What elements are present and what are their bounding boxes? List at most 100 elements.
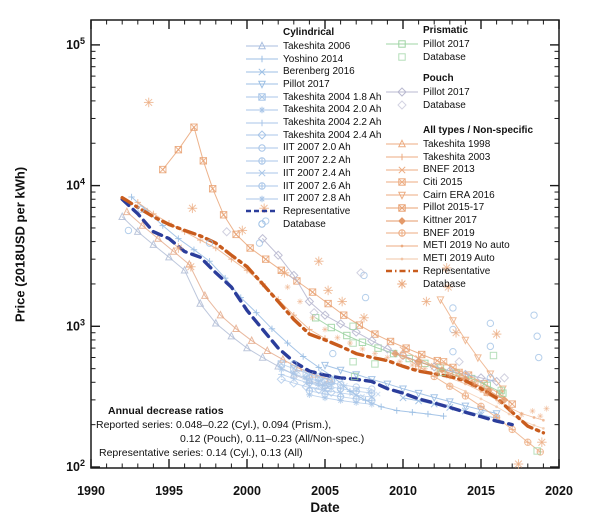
legend-item-takeshita-1998: Takeshita 1998 bbox=[383, 138, 490, 151]
legend-marker-triangle bbox=[386, 139, 418, 148]
legend-item-label: Takeshita 2004 2.4 Ah bbox=[283, 129, 382, 141]
legend-marker-diamond bbox=[386, 87, 418, 98]
x-tick-2000: 2000 bbox=[233, 484, 261, 498]
legend-item-takeshita-2004-2-2-ah: Takeshita 2004 2.2 Ah bbox=[243, 116, 381, 129]
legend-marker-x bbox=[246, 68, 278, 76]
x-tick-2005: 2005 bbox=[311, 484, 339, 498]
series-representative-all- bbox=[120, 196, 546, 435]
legend-marker-square bbox=[386, 40, 418, 49]
legend-item-label: IIT 2007 2.6 Ah bbox=[283, 180, 351, 192]
legend-item-label: Representative bbox=[423, 265, 491, 277]
series-database-pouch- bbox=[222, 227, 510, 383]
legend-group-all-types-non-specific: All types / Non-specific bbox=[423, 125, 534, 136]
legend-marker-dot bbox=[386, 257, 418, 261]
legend-item-bnef-2013: BNEF 2013 bbox=[383, 163, 475, 176]
legend-item-label: BNEF 2013 bbox=[423, 164, 475, 176]
legend-marker-nabla bbox=[386, 191, 418, 200]
legend-item-label: Pillot 2017 bbox=[283, 78, 330, 90]
legend-item-label: Takeshita 2004 2.0 Ah bbox=[283, 104, 382, 116]
legend-marker-diamond-fill bbox=[386, 216, 418, 225]
legend-item-label: Database bbox=[423, 278, 466, 290]
series-kittner-2017 bbox=[391, 349, 509, 404]
x-axis-label: Date bbox=[310, 500, 340, 515]
legend-item-database: Database bbox=[383, 51, 466, 64]
legend-item-label: IIT 2007 2.4 Ah bbox=[283, 167, 351, 179]
legend-marker-diamond bbox=[246, 130, 278, 140]
legend-item-label: Berenberg 2016 bbox=[283, 66, 355, 78]
legend-item-takeshita-2006: Takeshita 2006 bbox=[243, 40, 350, 53]
legend-item-iit-2007-2-2-ah: IIT 2007 2.2 Ah bbox=[243, 154, 351, 167]
legend-marker-x bbox=[386, 166, 418, 174]
legend-marker-square-x bbox=[386, 204, 418, 212]
legend-item-label: Database bbox=[423, 99, 466, 111]
legend-item-bnef-2019: BNEF 2019 bbox=[383, 227, 475, 240]
legend-item-label: Citi 2015 bbox=[423, 176, 463, 188]
legend-item-label: Database bbox=[423, 51, 466, 63]
legend-marker-triangle bbox=[246, 41, 278, 50]
legend-item-meti-2019-no-auto: METI 2019 No auto bbox=[383, 240, 510, 253]
legend-item-takeshita-2004-1-8-ah: Takeshita 2004 1.8 Ah bbox=[243, 91, 381, 104]
x-tick-2010: 2010 bbox=[389, 484, 417, 498]
y-tick-1e4: 104 bbox=[66, 177, 85, 193]
legend-item-label: Takeshita 2004 2.2 Ah bbox=[283, 117, 382, 129]
legend-item-iit-2007-2-4-ah: IIT 2007 2.4 Ah bbox=[243, 167, 351, 180]
legend-item-label: Takeshita 2006 bbox=[283, 40, 351, 52]
legend-item-pillot-2017: Pillot 2017 bbox=[383, 86, 470, 99]
legend-item-pillot-2015-17: Pillot 2015-17 bbox=[383, 202, 484, 215]
legend-item-label: Takeshita 1998 bbox=[423, 138, 491, 150]
legend-marker-x bbox=[246, 169, 278, 177]
y-axis-label: Price (2018USD per kWh) bbox=[12, 166, 28, 323]
legend-item-label: Cairn ERA 2016 bbox=[423, 189, 495, 201]
legend-item-meti-2019-auto: METI 2019 Auto bbox=[383, 252, 495, 265]
legend-item-representative: Representative bbox=[243, 205, 350, 218]
legend-marker-square bbox=[398, 53, 406, 61]
legend-marker-plus bbox=[386, 153, 418, 161]
legend-marker-star bbox=[397, 279, 407, 289]
legend-marker-dot bbox=[386, 244, 418, 248]
series-all-reported-cloud bbox=[284, 284, 550, 420]
series-iit-2007-2-8-ah bbox=[306, 391, 375, 408]
series-database-prismatic- bbox=[349, 322, 541, 455]
legend-item-label: Pillot 2017 bbox=[423, 38, 470, 50]
x-tick-1990: 1990 bbox=[77, 484, 105, 498]
legend-marker-asterisk bbox=[246, 106, 278, 114]
legend-marker-circle bbox=[246, 144, 278, 152]
legend-item-label: Takeshita 2004 1.8 Ah bbox=[283, 91, 382, 103]
legend-group-prismatic: Prismatic bbox=[423, 25, 469, 36]
legend-item-database: Database bbox=[383, 278, 466, 291]
annotation-reported-line2: 0.12 (Pouch), 0.11–0.23 (All/Non-spec.) bbox=[180, 433, 365, 445]
legend-item-iit-2007-2-8-ah: IIT 2007 2.8 Ah bbox=[243, 192, 351, 205]
legend-marker-diamond bbox=[397, 100, 407, 110]
legend-item-cairn-era-2016: Cairn ERA 2016 bbox=[383, 189, 495, 202]
legend-item-label: Pillot 2015-17 bbox=[423, 202, 485, 214]
legend-marker-circle-plus bbox=[386, 229, 418, 237]
legend-item-yoshino-2014: Yoshino 2014 bbox=[243, 53, 343, 66]
legend-item-representative: Representative bbox=[383, 265, 490, 278]
legend-item-label: IIT 2007 2.8 Ah bbox=[283, 193, 351, 205]
legend-marker-plus bbox=[246, 55, 278, 63]
x-tick-2015: 2015 bbox=[467, 484, 495, 498]
legend-marker-circle-plus bbox=[246, 182, 278, 190]
x-tick-1995: 1995 bbox=[155, 484, 183, 498]
legend-item-label: Yoshino 2014 bbox=[283, 53, 344, 65]
legend-item-label: IIT 2007 2.2 Ah bbox=[283, 155, 351, 167]
y-tick-1e3: 103 bbox=[66, 317, 85, 333]
legend-item-pillot-2017: Pillot 2017 bbox=[243, 78, 330, 91]
legend-item-takeshita-2003: Takeshita 2003 bbox=[383, 151, 490, 164]
annotation-title: Annual decrease ratios bbox=[108, 405, 224, 417]
legend-item-label: METI 2019 Auto bbox=[423, 253, 495, 265]
legend-marker-square-x bbox=[246, 93, 278, 101]
series-meti-2019-auto bbox=[448, 383, 545, 430]
y-tick-1e5: 105 bbox=[66, 36, 85, 52]
legend-marker-dashdot bbox=[386, 270, 418, 273]
legend-item-iit-2007-2-0-ah: IIT 2007 2.0 Ah bbox=[243, 142, 351, 155]
legend-item-label: IIT 2007 2.0 Ah bbox=[283, 142, 351, 154]
legend-item-label: Database bbox=[283, 218, 326, 230]
legend-item-database: Database bbox=[243, 218, 326, 231]
legend-item-berenberg-2016: Berenberg 2016 bbox=[243, 65, 355, 78]
legend-item-takeshita-2004-2-0-ah: Takeshita 2004 2.0 Ah bbox=[243, 104, 381, 117]
series-cylindrical-reported-cloud bbox=[295, 369, 381, 401]
legend-marker-asterisk bbox=[246, 195, 278, 202]
legend-marker-circle bbox=[258, 220, 266, 228]
